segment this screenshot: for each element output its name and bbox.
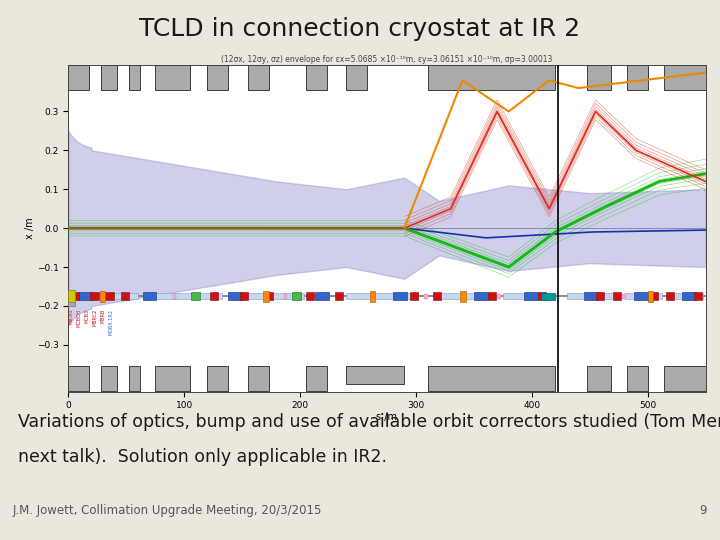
Bar xyxy=(346,366,405,384)
Bar xyxy=(369,291,375,302)
Bar xyxy=(248,293,304,299)
Text: TCLD in connection cryostat at IR 2: TCLD in connection cryostat at IR 2 xyxy=(140,17,580,41)
Bar xyxy=(460,291,466,302)
Bar xyxy=(503,293,547,299)
Bar xyxy=(584,292,598,300)
Bar xyxy=(671,293,703,299)
Bar xyxy=(439,293,485,299)
Bar xyxy=(487,292,496,300)
Bar xyxy=(129,366,140,391)
Bar xyxy=(292,292,301,300)
Bar xyxy=(346,293,418,299)
Bar xyxy=(497,294,500,299)
Bar xyxy=(627,366,648,391)
Bar xyxy=(664,65,706,90)
Text: MB.A1: MB.A1 xyxy=(68,309,73,325)
Bar xyxy=(105,292,114,300)
Bar xyxy=(588,366,611,391)
Text: J.M. Jowett, Collimation Upgrade Meeting, 20/3/2015: J.M. Jowett, Collimation Upgrade Meeting… xyxy=(13,504,323,517)
Bar xyxy=(428,65,555,90)
Bar xyxy=(99,291,105,302)
Bar xyxy=(129,65,140,90)
Bar xyxy=(410,292,418,300)
Bar xyxy=(68,290,76,302)
Bar xyxy=(648,291,654,302)
Text: MCB3: MCB3 xyxy=(84,309,89,323)
Bar xyxy=(248,366,269,391)
Bar xyxy=(143,292,156,300)
Bar xyxy=(634,292,648,300)
Bar xyxy=(68,302,76,306)
Bar xyxy=(101,366,117,391)
Bar xyxy=(78,292,91,300)
Text: MBRB: MBRB xyxy=(101,309,106,323)
Bar xyxy=(627,65,648,90)
Bar xyxy=(538,292,546,300)
Bar xyxy=(91,292,99,300)
Bar xyxy=(156,293,222,299)
Bar xyxy=(68,366,89,391)
Text: MBRC2: MBRC2 xyxy=(93,309,97,326)
Bar xyxy=(346,65,367,90)
Bar xyxy=(263,291,269,302)
Bar xyxy=(588,65,611,90)
Title: (12σx, 12σy, σz) envelope for εx=5.0685 ×10⁻¹⁰m, εy=3.06151 ×10⁻¹⁰m, σp=3.00013: (12σx, 12σy, σz) envelope for εx=5.0685 … xyxy=(221,55,553,64)
Bar xyxy=(433,292,441,300)
Bar xyxy=(248,65,269,90)
Bar xyxy=(156,65,190,90)
X-axis label: s /m: s /m xyxy=(377,411,397,422)
Bar xyxy=(335,292,343,300)
Bar xyxy=(228,292,242,300)
Bar xyxy=(210,292,218,300)
Bar xyxy=(156,366,190,391)
Bar xyxy=(666,292,675,300)
Bar xyxy=(567,293,618,299)
Bar xyxy=(393,292,407,300)
Bar xyxy=(207,65,228,90)
Bar xyxy=(664,366,706,391)
Bar xyxy=(266,292,274,300)
Text: MOBX.1R2: MOBX.1R2 xyxy=(109,309,114,335)
Bar xyxy=(68,65,89,90)
Bar xyxy=(173,294,176,299)
Bar xyxy=(424,294,428,299)
Bar xyxy=(315,292,329,300)
Bar xyxy=(101,65,117,90)
Bar xyxy=(624,293,662,299)
Bar xyxy=(613,292,621,300)
Text: next talk).  Solution only applicable in IR2.: next talk). Solution only applicable in … xyxy=(18,448,387,466)
Bar xyxy=(541,293,555,300)
Bar xyxy=(622,294,626,299)
Bar xyxy=(71,292,78,300)
Bar xyxy=(192,292,200,300)
Bar xyxy=(284,294,287,299)
Bar xyxy=(474,292,487,300)
Bar xyxy=(306,366,327,391)
Y-axis label: x /m: x /m xyxy=(25,217,35,239)
Bar xyxy=(595,292,603,300)
Bar xyxy=(523,292,538,300)
Bar xyxy=(207,366,228,391)
Text: MCBCH: MCBCH xyxy=(76,309,81,327)
Bar xyxy=(240,292,248,300)
Bar xyxy=(553,294,556,299)
Bar xyxy=(306,292,314,300)
Bar xyxy=(650,292,658,300)
Bar xyxy=(306,65,327,90)
Bar xyxy=(694,292,702,300)
Bar xyxy=(120,292,129,300)
Bar xyxy=(683,292,696,300)
Text: Variations of optics, bump and use of available orbit correctors studied (Tom Me: Variations of optics, bump and use of av… xyxy=(18,413,720,430)
Bar xyxy=(428,366,555,391)
Text: 9: 9 xyxy=(700,504,707,517)
Bar xyxy=(94,293,138,299)
